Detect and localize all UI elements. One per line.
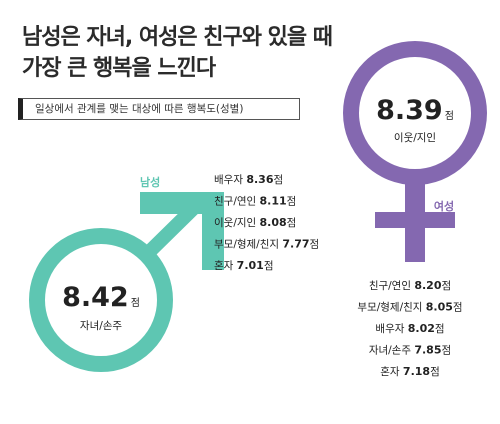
series-name-female: 여성 (434, 199, 454, 213)
male-arrow-head (140, 192, 224, 270)
female-top-category: 이웃/지인 (394, 132, 436, 144)
title-line-2: 가장 큰 행복을 느낀다 (22, 56, 216, 81)
page-title: 남성은 자녀, 여성은 친구와 있을 때 가장 큰 행복을 느낀다 (22, 22, 333, 84)
female-symbol-icon (343, 41, 487, 262)
chart-subtitle: 일상에서 관계를 맺는 대상에 따른 행복도(성별) (18, 98, 300, 120)
series-name-male: 남성 (140, 175, 160, 189)
female-top-value: 8.39 점 (376, 95, 454, 126)
male-data-label: 배우자 8.36점 (214, 173, 283, 186)
female-data-label: 배우자 8.02점 (375, 322, 444, 335)
title-line-1: 남성은 자녀, 여성은 친구와 있을 때 (22, 25, 333, 50)
male-data-label: 이웃/지인 8.08점 (214, 216, 296, 229)
male-symbol-icon (29, 192, 224, 372)
male-data-label: 부모/형제/친지 7.77점 (214, 238, 319, 251)
female-crossbar (375, 212, 455, 228)
female-data-label: 혼자 7.18점 (380, 365, 439, 378)
male-top-category: 자녀/손주 (80, 320, 123, 332)
male-data-label: 친구/연인 8.11점 (214, 195, 296, 208)
male-data-label: 혼자 7.01점 (214, 259, 273, 272)
male-ring (29, 228, 173, 372)
female-data-label: 자녀/손주 7.85점 (369, 344, 451, 357)
female-data-label: 친구/연인 8.20점 (369, 279, 451, 292)
male-top-value: 8.42 점 (62, 282, 140, 313)
female-data-label: 부모/형제/친지 8.05점 (357, 301, 462, 314)
